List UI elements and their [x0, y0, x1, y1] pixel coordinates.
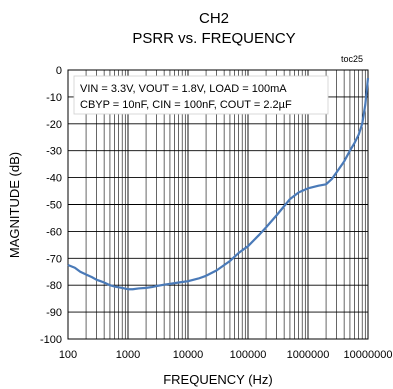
chart-title: CH2 — [199, 10, 229, 27]
x-tick-label: 100000 — [230, 349, 267, 361]
annotation-line-1: VIN = 3.3V, VOUT = 1.8V, LOAD = 100mA — [80, 83, 287, 95]
y-tick-label: -50 — [46, 200, 62, 212]
y-tick-label: -80 — [46, 280, 62, 292]
x-tick-label: 10000 — [173, 349, 204, 361]
chart-tag: toc25 — [341, 54, 363, 64]
y-tick-label: -30 — [46, 146, 62, 158]
y-tick-label: 0 — [56, 65, 62, 77]
annotation-box — [73, 75, 329, 115]
y-tick-label: -100 — [40, 334, 62, 346]
chart-subtitle: PSRR vs. FREQUENCY — [132, 30, 295, 47]
y-tick-label: -40 — [46, 173, 62, 185]
annotation-line-2: CBYP = 10nF, CIN = 100nF, COUT = 2.2µF — [80, 99, 292, 111]
x-tick-label: 1000 — [116, 349, 140, 361]
y-tick-labels: 0 -10 -20 -30 -40 -50 -60 -70 -80 -90 -100 — [40, 65, 62, 346]
x-axis-label: FREQUENCY (Hz) — [163, 372, 273, 387]
x-tick-label: 1000000 — [287, 349, 330, 361]
y-tick-label: -10 — [46, 92, 62, 104]
y-tick-label: -60 — [46, 226, 62, 238]
x-tick-label: 100 — [59, 349, 77, 361]
y-tick-label: -70 — [46, 253, 62, 265]
psrr-series-line — [67, 77, 370, 291]
plot-frame — [67, 69, 369, 340]
y-tick-label: -20 — [46, 119, 62, 131]
x-tick-label: 10000000 — [344, 349, 393, 361]
x-tick-labels: 100 1000 10000 100000 1000000 10000000 — [59, 349, 393, 361]
y-axis-label: MAGNITUDE (dB) — [7, 152, 22, 258]
y-tick-label: -90 — [46, 307, 62, 319]
